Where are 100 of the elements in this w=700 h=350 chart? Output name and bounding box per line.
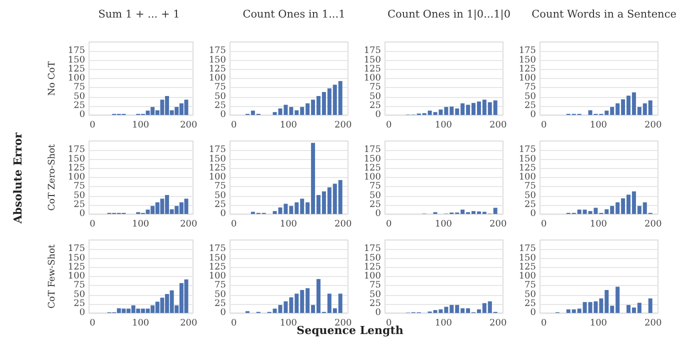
bar: [648, 298, 652, 313]
x-tick-label: 0: [230, 318, 237, 328]
y-tick-label: 50: [74, 92, 86, 102]
y-axis-title: CoT Zero-Shot: [48, 144, 58, 211]
y-tick-label: 75: [524, 182, 536, 192]
y-tick-label: 25: [524, 200, 536, 210]
y-tick-label: 125: [364, 64, 382, 74]
x-tick-label: 0: [90, 120, 96, 130]
x-tick-label: 200: [644, 120, 662, 130]
y-tick-label: 25: [214, 200, 226, 210]
y-tick-label: 175: [68, 46, 86, 56]
y-tick-label: 150: [518, 253, 536, 264]
y-axis-title: CoT Few-Shot: [48, 244, 58, 308]
y-tick-label: 100: [518, 272, 536, 282]
y-tick-label: 0: [79, 209, 86, 219]
y-tick-label: 175: [364, 145, 382, 156]
y-tick-label: 125: [68, 262, 86, 272]
y-tick-label: 150: [208, 154, 226, 164]
y-tick-label: 100: [68, 272, 86, 282]
y-tick-label: 0: [220, 308, 226, 318]
y-tick-label: 100: [68, 172, 86, 182]
y-tick-label: 25: [370, 100, 382, 111]
y-tick-label: 50: [370, 290, 382, 300]
y-tick-label: 75: [214, 182, 226, 192]
x-tick-label: 0: [230, 220, 237, 230]
y-tick-label: 25: [214, 100, 226, 111]
x-tick-label: 100: [434, 318, 452, 328]
y-tick-label: 175: [364, 244, 382, 254]
x-tick-label: 100: [590, 318, 608, 328]
y-tick-label: 50: [370, 92, 382, 102]
y-tick-label: 75: [74, 82, 86, 93]
x-tick-label: 100: [132, 220, 150, 230]
x-tick-label: 200: [180, 120, 198, 130]
x-tick-label: 100: [280, 220, 298, 230]
y-tick-label: 175: [208, 145, 226, 156]
chart-title: Count Words in a Sentence: [532, 8, 676, 20]
y-tick-label: 50: [524, 92, 536, 102]
y-tick-label: 125: [364, 262, 382, 272]
y-tick-label: 125: [208, 163, 226, 174]
y-tick-label: 0: [375, 308, 382, 318]
y-tick-label: 125: [518, 262, 536, 272]
y-tick-label: 75: [370, 280, 382, 291]
y-tick-label: 175: [208, 244, 226, 254]
x-tick-label: 200: [489, 120, 507, 130]
y-tick-label: 75: [74, 280, 86, 291]
y-tick-label: 150: [364, 253, 382, 264]
x-tick-label: 0: [540, 318, 547, 328]
y-tick-label: 0: [79, 110, 86, 120]
x-tick-label: 100: [434, 120, 452, 130]
x-tick-label: 0: [386, 220, 392, 230]
y-tick-label: 175: [518, 145, 536, 156]
y-tick-label: 125: [518, 163, 536, 174]
y-tick-label: 0: [375, 209, 382, 219]
x-tick-label: 100: [132, 120, 150, 130]
x-tick-label: 100: [590, 220, 608, 230]
y-tick-label: 25: [524, 100, 536, 111]
y-tick-label: 0: [220, 110, 226, 120]
y-tick-label: 175: [68, 145, 86, 156]
x-tick-label: 200: [334, 120, 352, 130]
x-tick-label: 200: [334, 220, 352, 230]
y-tick-label: 150: [208, 55, 226, 66]
y-tick-label: 75: [370, 82, 382, 93]
y-tick-label: 150: [68, 55, 86, 66]
x-tick-label: 100: [590, 120, 608, 130]
y-tick-label: 25: [74, 200, 86, 210]
y-tick-label: 175: [208, 46, 226, 56]
x-tick-label: 0: [230, 120, 237, 130]
y-tick-label: 25: [74, 298, 86, 309]
x-tick-label: 100: [280, 318, 298, 328]
x-tick-label: 200: [180, 318, 198, 328]
y-tick-label: 50: [524, 190, 536, 201]
y-tick-label: 50: [214, 290, 226, 300]
y-tick-label: 150: [364, 55, 382, 66]
x-tick-label: 0: [540, 120, 547, 130]
y-tick-label: 75: [214, 82, 226, 93]
text: Absolute Error: [12, 132, 24, 224]
y-tick-label: 0: [530, 110, 536, 120]
y-tick-label: 100: [518, 172, 536, 182]
x-tick-label: 200: [489, 220, 507, 230]
y-tick-label: 100: [208, 172, 226, 182]
x-tick-label: 100: [434, 220, 452, 230]
y-tick-label: 0: [220, 209, 226, 219]
y-tick-label: 100: [68, 74, 86, 84]
y-tick-label: 75: [214, 280, 226, 291]
y-tick-label: 125: [364, 163, 382, 174]
x-tick-label: 100: [280, 120, 298, 130]
y-tick-label: 75: [524, 82, 536, 93]
y-tick-label: 0: [375, 110, 382, 120]
y-tick-label: 100: [208, 74, 226, 84]
y-tick-label: 100: [364, 272, 382, 282]
y-tick-label: 125: [208, 262, 226, 272]
y-tick-label: 50: [370, 190, 382, 201]
y-tick-label: 125: [68, 163, 86, 174]
y-tick-label: 25: [74, 100, 86, 111]
y-tick-label: 125: [208, 64, 226, 74]
y-tick-label: 25: [370, 298, 382, 309]
y-tick-label: 150: [208, 253, 226, 264]
x-tick-label: 200: [489, 318, 507, 328]
y-tick-label: 175: [364, 46, 382, 56]
y-tick-label: 0: [79, 308, 86, 318]
